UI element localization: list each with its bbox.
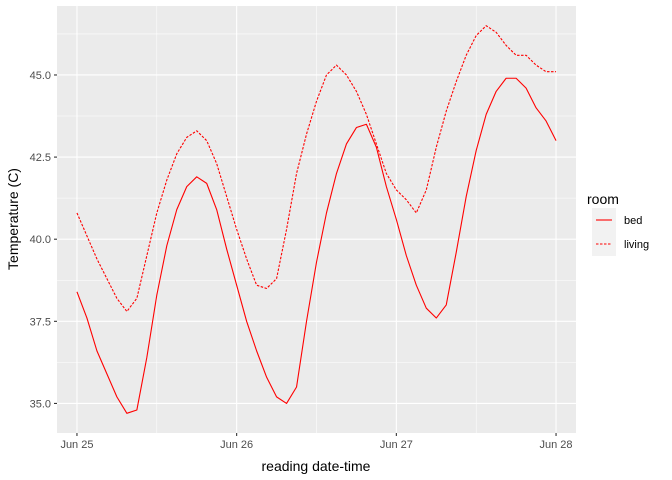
y-tick-label: 45.0 (30, 70, 51, 82)
series-layer (76, 25, 557, 414)
y-axis-title: Temperature (C) (5, 168, 21, 270)
series-line-living (76, 25, 557, 313)
y-tick-label: 37.5 (30, 316, 51, 328)
legend-title: room (587, 191, 619, 207)
y-tick-label: 40.0 (30, 234, 51, 246)
x-tick-label: Jun 26 (220, 439, 253, 451)
x-axis-title: reading date-time (262, 458, 371, 474)
legend-label-bed: bed (624, 215, 642, 227)
x-tick-label: Jun 25 (60, 439, 93, 451)
legend-label-living: living (624, 239, 649, 251)
y-tick-label: 42.5 (30, 152, 51, 164)
y-tick-label: 35.0 (30, 398, 51, 410)
x-axis: Jun 25 Jun 26 Jun 27 Jun 28 (60, 433, 573, 451)
minor-gridlines (57, 6, 576, 433)
series-line-bed (76, 77, 557, 414)
x-tick-label: Jun 28 (540, 439, 573, 451)
x-tick-label: Jun 27 (380, 439, 413, 451)
legend: room bed living (587, 191, 649, 256)
y-axis: 35.0 37.5 40.0 42.5 45.0 (30, 70, 57, 410)
